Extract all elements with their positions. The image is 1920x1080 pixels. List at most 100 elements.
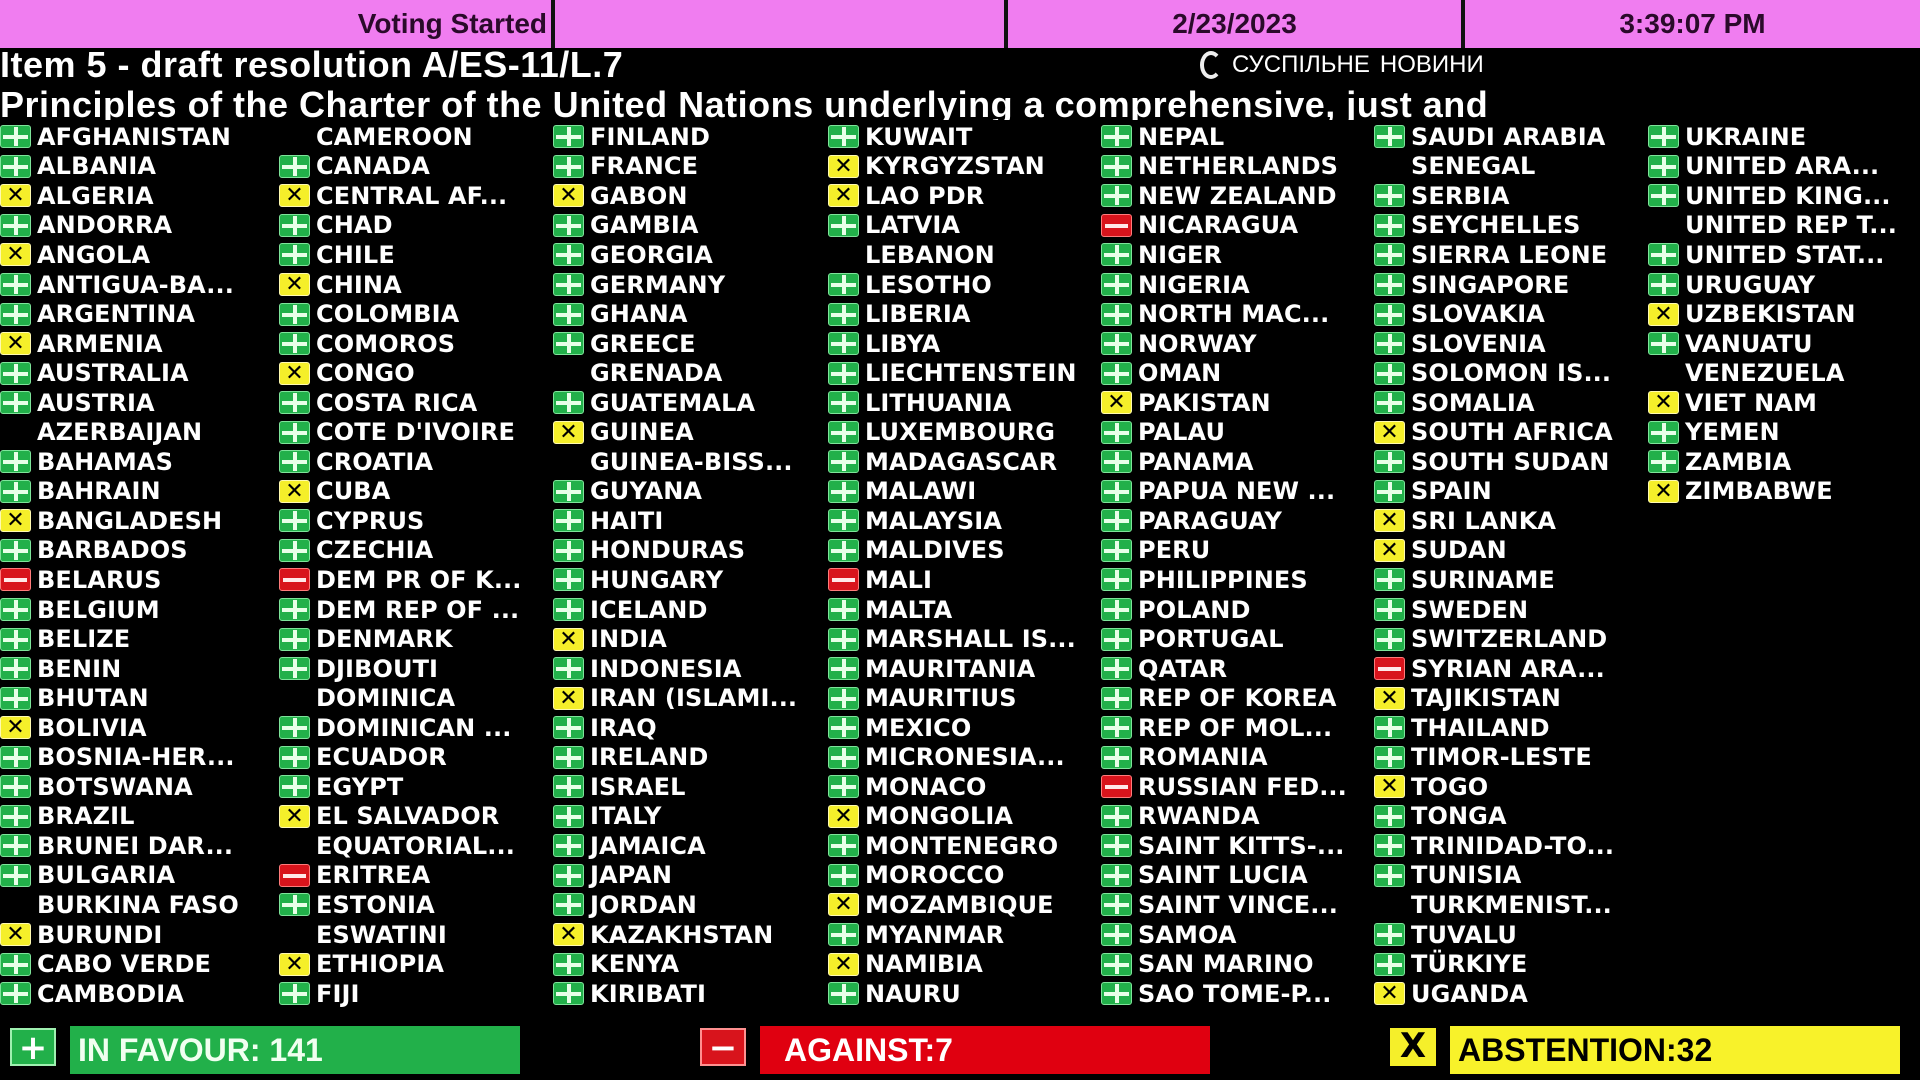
country-name: SAINT LUCIA: [1138, 861, 1308, 890]
country-name: GUATEMALA: [590, 388, 756, 417]
country-row: GUINEA: [553, 417, 828, 447]
country-row: ISRAEL: [553, 772, 828, 802]
country-row: CHINA: [279, 270, 554, 300]
country-name: NIGER: [1138, 240, 1223, 269]
country-name: DENMARK: [316, 625, 453, 654]
x-icon: [279, 804, 310, 828]
plus-icon: [0, 154, 31, 178]
country-row: SAINT LUCIA: [1101, 861, 1376, 891]
country-name: LIBERIA: [865, 300, 971, 329]
country-name: CHINA: [316, 270, 402, 299]
country-name: UNITED REP T...: [1685, 211, 1897, 240]
country-row: SERBIA: [1374, 181, 1649, 211]
country-row: KENYA: [553, 949, 828, 979]
plus-icon: [279, 243, 310, 267]
country-name: ANTIGUA-BA...: [37, 270, 234, 299]
country-row: CHILE: [279, 240, 554, 270]
plus-icon: [828, 479, 859, 503]
country-row: LESOTHO: [828, 270, 1103, 300]
country-name: SAINT KITTS-...: [1138, 831, 1345, 860]
vote-column: UKRAINE UNITED ARA... UNITED KING... UNITED…: [1648, 122, 1920, 506]
plus-icon: [0, 804, 31, 828]
country-name: TOGO: [1411, 772, 1489, 801]
plus-icon: [279, 982, 310, 1006]
country-row: FINLAND: [553, 122, 828, 152]
country-name: TIMOR-LESTE: [1411, 743, 1592, 772]
country-row: SWEDEN: [1374, 595, 1649, 625]
plus-icon: [0, 745, 31, 769]
country-row: COMOROS: [279, 329, 554, 359]
country-name: CUBA: [316, 477, 391, 506]
country-row: NIGERIA: [1101, 270, 1376, 300]
plus-icon: [828, 450, 859, 474]
country-name: IRELAND: [590, 743, 709, 772]
country-row: ZAMBIA: [1648, 447, 1920, 477]
country-name: BRAZIL: [37, 802, 135, 831]
country-name: ALGERIA: [37, 181, 154, 210]
country-name: SAINT VINCE...: [1138, 890, 1338, 919]
country-row: ERITREA: [279, 861, 554, 891]
country-name: PORTUGAL: [1138, 625, 1284, 654]
plus-icon: [0, 450, 31, 474]
plus-icon: [828, 509, 859, 533]
country-name: BENIN: [37, 654, 122, 683]
country-name: PANAMA: [1138, 447, 1254, 476]
country-name: PHILIPPINES: [1138, 565, 1308, 594]
country-row: NEPAL: [1101, 122, 1376, 152]
country-row: BHUTAN: [0, 683, 275, 713]
country-row: BOSNIA-HER...: [0, 742, 275, 772]
country-row: DEM PR OF K...: [279, 565, 554, 595]
country-row: SOUTH AFRICA: [1374, 417, 1649, 447]
plus-icon: [828, 302, 859, 326]
country-row: CENTRAL AF...: [279, 181, 554, 211]
country-name: INDIA: [590, 625, 667, 654]
country-row: BENIN: [0, 654, 275, 684]
plus-icon: [1374, 834, 1405, 858]
country-name: MONTENEGRO: [865, 831, 1059, 860]
plus-icon: [553, 982, 584, 1006]
country-name: CZECHIA: [316, 536, 434, 565]
country-name: SOMALIA: [1411, 388, 1535, 417]
country-row: MONTENEGRO: [828, 831, 1103, 861]
plus-icon: [1648, 332, 1679, 356]
against-minus-icon: −: [700, 1028, 746, 1066]
country-name: ECUADOR: [316, 743, 447, 772]
plus-icon: [0, 598, 31, 622]
minus-icon: [0, 568, 31, 592]
country-name: UNITED ARA...: [1685, 152, 1880, 181]
country-name: GEORGIA: [590, 240, 713, 269]
country-name: JORDAN: [590, 890, 697, 919]
country-row: MONACO: [828, 772, 1103, 802]
country-name: MARSHALL IS...: [865, 625, 1076, 654]
country-name: SAMOA: [1138, 920, 1237, 949]
country-row: GUATEMALA: [553, 388, 828, 418]
country-row: GUYANA: [553, 477, 828, 507]
country-row: IRELAND: [553, 742, 828, 772]
country-name: MALAYSIA: [865, 506, 1002, 535]
plus-icon: [1101, 923, 1132, 947]
country-name: CONGO: [316, 359, 415, 388]
x-icon: [553, 627, 584, 651]
country-row: PARAGUAY: [1101, 506, 1376, 536]
country-name: BELIZE: [37, 625, 131, 654]
country-name: CYPRUS: [316, 506, 425, 535]
country-name: MOZAMBIQUE: [865, 890, 1054, 919]
plus-icon: [279, 893, 310, 917]
plus-icon: [1374, 923, 1405, 947]
plus-icon: [553, 804, 584, 828]
plus-icon: [553, 479, 584, 503]
plus-icon: [553, 273, 584, 296]
minus-icon: [1101, 213, 1132, 237]
country-row: DENMARK: [279, 624, 554, 654]
country-name: GUINEA: [590, 418, 694, 447]
country-name: HAITI: [590, 506, 664, 535]
country-name: BOLIVIA: [37, 713, 147, 742]
country-row: SLOVENIA: [1374, 329, 1649, 359]
plus-icon: [553, 302, 584, 326]
country-name: PAKISTAN: [1138, 388, 1271, 417]
country-name: ETHIOPIA: [316, 950, 445, 979]
x-icon: [828, 952, 859, 976]
country-name: FINLAND: [590, 122, 710, 151]
country-name: GAMBIA: [590, 211, 699, 240]
plus-icon: [1101, 686, 1132, 710]
